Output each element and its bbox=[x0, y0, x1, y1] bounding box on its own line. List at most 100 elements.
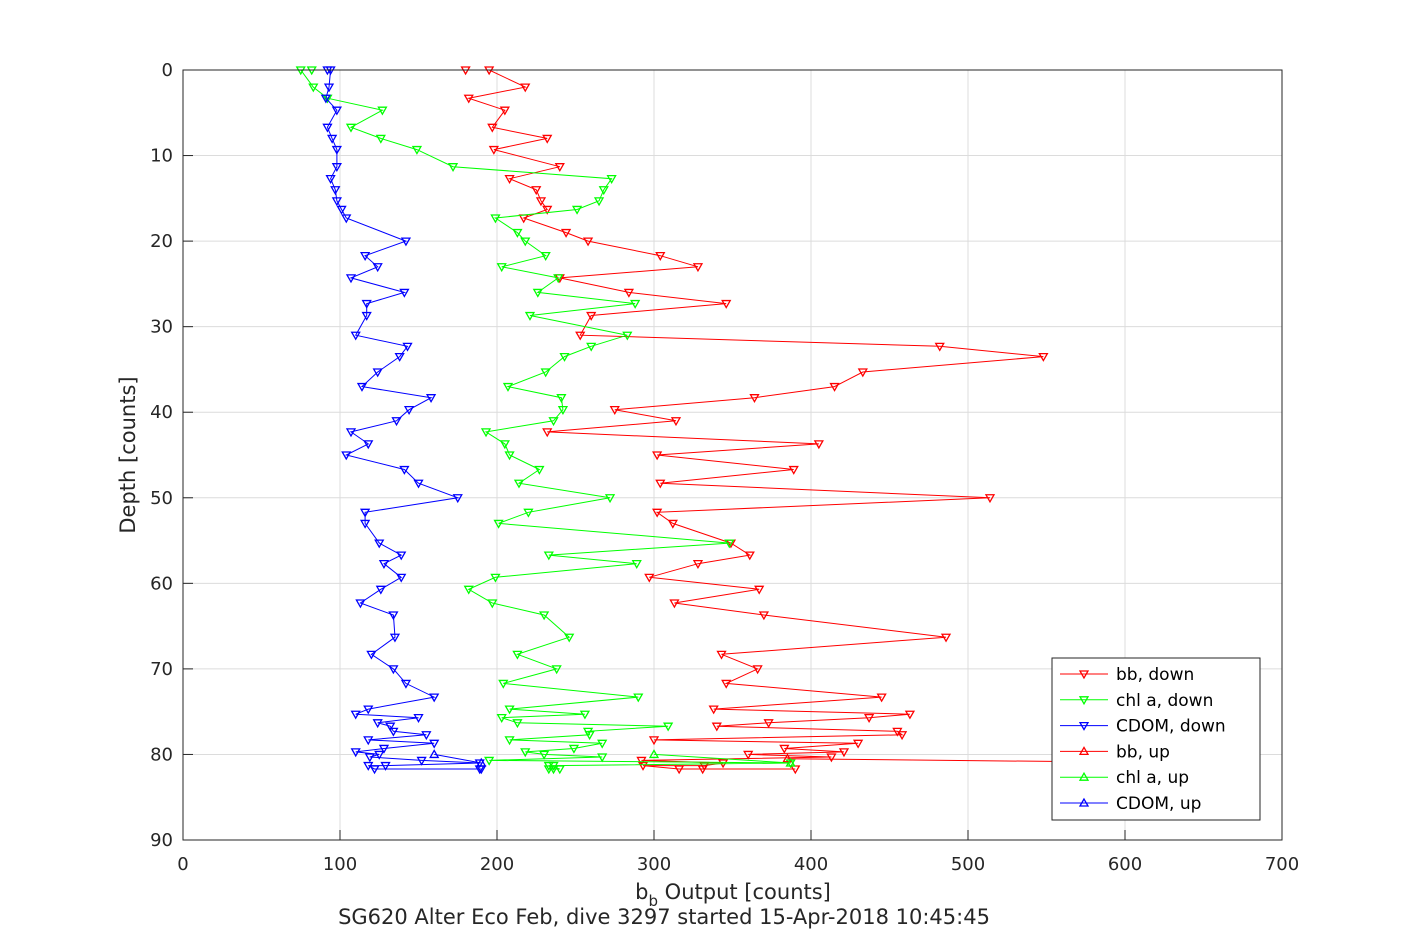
data-point bbox=[331, 197, 342, 207]
data-point bbox=[496, 263, 507, 273]
data-point bbox=[391, 417, 402, 427]
data-point bbox=[320, 94, 331, 104]
data-point bbox=[366, 650, 377, 660]
data-point bbox=[838, 748, 850, 758]
data-point bbox=[520, 83, 531, 93]
data-point bbox=[512, 719, 523, 729]
data-point bbox=[636, 756, 647, 766]
data-point bbox=[502, 382, 514, 392]
data-point bbox=[490, 214, 501, 224]
data-point bbox=[655, 479, 666, 489]
x-tick-label: 500 bbox=[951, 854, 985, 875]
data-point bbox=[631, 560, 642, 569]
data-point bbox=[524, 311, 536, 321]
legend-marker bbox=[1078, 670, 1090, 680]
data-point bbox=[361, 311, 372, 321]
y-tick-label: 60 bbox=[150, 573, 173, 594]
x-tick-label: 200 bbox=[480, 854, 514, 875]
data-point bbox=[852, 739, 864, 749]
data-point bbox=[480, 428, 492, 438]
data-point bbox=[323, 83, 335, 93]
data-point bbox=[493, 519, 504, 529]
y-tick-label: 0 bbox=[162, 60, 173, 81]
y-tick-label: 30 bbox=[150, 317, 173, 338]
x-tick-label: 700 bbox=[1265, 854, 1299, 875]
legend-entry: CDOM, up bbox=[1060, 794, 1201, 814]
data-point bbox=[350, 710, 361, 720]
data-point bbox=[667, 519, 678, 529]
legend-label: CDOM, up bbox=[1116, 794, 1201, 814]
data-point bbox=[829, 382, 840, 392]
data-point bbox=[378, 744, 390, 754]
series-1 bbox=[295, 66, 796, 775]
data-point bbox=[488, 145, 499, 155]
data-point bbox=[724, 539, 735, 549]
data-point bbox=[504, 705, 515, 715]
data-point bbox=[721, 679, 732, 689]
data-point bbox=[554, 765, 565, 775]
series-line bbox=[325, 69, 482, 770]
data-point bbox=[325, 175, 336, 184]
data-point bbox=[400, 237, 412, 247]
data-point bbox=[663, 722, 674, 732]
data-point bbox=[669, 599, 680, 609]
data-point bbox=[582, 237, 594, 247]
legend-box bbox=[1051, 657, 1261, 821]
data-point bbox=[308, 83, 319, 93]
data-point bbox=[499, 440, 510, 450]
data-point bbox=[788, 465, 799, 475]
data-point bbox=[429, 693, 440, 703]
data-point bbox=[322, 123, 333, 133]
legend-label: CDOM, down bbox=[1116, 717, 1226, 737]
y-axis-label: Depth [counts] bbox=[116, 376, 140, 533]
data-point bbox=[504, 736, 515, 746]
data-point bbox=[403, 406, 415, 415]
data-point bbox=[504, 451, 515, 461]
data-point bbox=[692, 263, 704, 273]
data-point bbox=[498, 679, 509, 689]
data-point bbox=[504, 175, 515, 184]
data-point bbox=[372, 263, 383, 273]
data-point bbox=[345, 274, 357, 284]
data-point bbox=[984, 494, 996, 504]
data-point bbox=[708, 705, 719, 715]
data-point bbox=[554, 163, 565, 172]
data-point bbox=[542, 205, 553, 215]
data-point bbox=[586, 342, 597, 352]
data-point bbox=[341, 451, 352, 461]
data-point bbox=[1038, 352, 1049, 362]
y-tick-label: 90 bbox=[150, 830, 173, 851]
data-point bbox=[532, 288, 543, 298]
data-point bbox=[369, 765, 380, 775]
data-point bbox=[564, 633, 575, 643]
data-point bbox=[540, 368, 551, 378]
data-point bbox=[331, 163, 342, 172]
data-point bbox=[752, 665, 763, 675]
data-point bbox=[396, 551, 407, 561]
data-point bbox=[429, 749, 440, 759]
data-point bbox=[388, 665, 399, 675]
data-point bbox=[863, 714, 875, 723]
legend-label: bb, down bbox=[1116, 665, 1194, 685]
y-tick-label: 40 bbox=[150, 402, 173, 423]
data-point bbox=[396, 573, 407, 583]
data-point bbox=[584, 731, 595, 741]
legend-marker bbox=[1078, 696, 1090, 706]
series-2 bbox=[320, 66, 487, 775]
data-point bbox=[813, 440, 824, 450]
tick-group: 0 100 200 300 400 500 600 700 0 10 20 30 40 50 60 70 80 9… bbox=[150, 60, 1299, 875]
data-point bbox=[496, 714, 507, 723]
data-point bbox=[571, 205, 583, 215]
data-point bbox=[553, 274, 564, 284]
data-point bbox=[364, 753, 375, 763]
data-point bbox=[388, 727, 399, 737]
data-point bbox=[782, 753, 793, 763]
data-point bbox=[648, 749, 660, 759]
data-point bbox=[711, 722, 722, 732]
y-tick-label: 20 bbox=[150, 231, 173, 252]
data-point bbox=[463, 585, 474, 595]
data-point bbox=[721, 299, 732, 309]
data-point bbox=[904, 710, 916, 720]
data-point bbox=[375, 585, 386, 595]
